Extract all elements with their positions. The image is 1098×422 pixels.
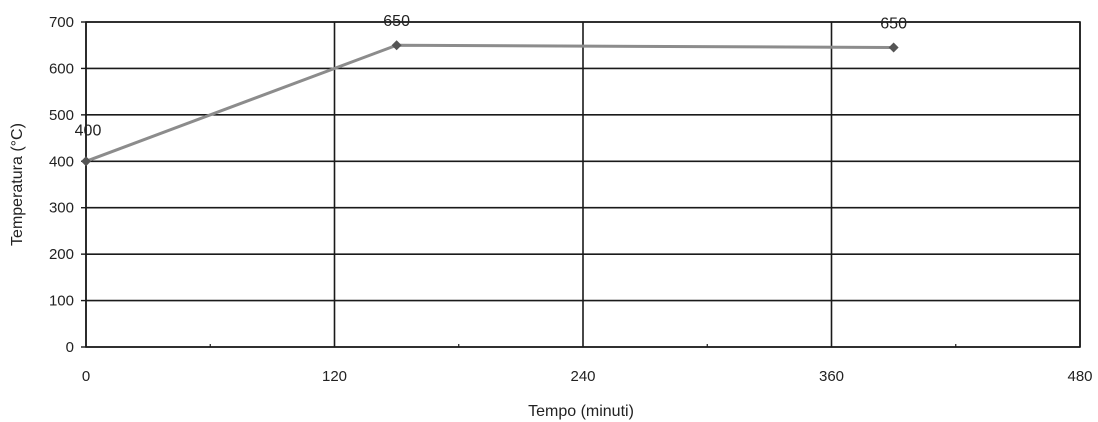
data-point-marker bbox=[391, 40, 402, 51]
x-tick-label: 240 bbox=[570, 368, 595, 385]
y-axis-ticks: 0 100 200 300 400 500 600 700 bbox=[49, 14, 86, 356]
grid-lines bbox=[85, 21, 1081, 348]
y-tick-label: 600 bbox=[49, 60, 74, 77]
data-label: 400 bbox=[75, 122, 102, 139]
data-labels: 400 650 650 bbox=[75, 13, 907, 139]
y-tick-label: 400 bbox=[49, 153, 74, 170]
series-layer bbox=[81, 40, 899, 167]
x-tick-label: 120 bbox=[322, 368, 347, 385]
y-tick-label: 300 bbox=[49, 200, 74, 217]
x-tick-label: 0 bbox=[82, 368, 90, 385]
data-point-marker bbox=[888, 42, 899, 53]
y-tick-label: 500 bbox=[49, 107, 74, 124]
y-tick-label: 0 bbox=[66, 339, 74, 356]
x-tick-label: 360 bbox=[819, 368, 844, 385]
data-label: 650 bbox=[383, 13, 410, 30]
y-tick-label: 700 bbox=[49, 14, 74, 31]
y-tick-label: 100 bbox=[49, 293, 74, 310]
y-tick-label: 200 bbox=[49, 246, 74, 263]
x-tick-label: 480 bbox=[1067, 368, 1092, 385]
y-axis-title: Temperatura (°C) bbox=[9, 123, 26, 246]
x-axis-title: Tempo (minuti) bbox=[528, 403, 634, 420]
series-line bbox=[85, 43, 894, 163]
plot-area-frame bbox=[85, 21, 1081, 348]
data-label: 650 bbox=[880, 16, 907, 33]
x-axis-ticks: 0 120 240 360 480 bbox=[82, 344, 1093, 385]
data-point-marker bbox=[81, 156, 91, 167]
